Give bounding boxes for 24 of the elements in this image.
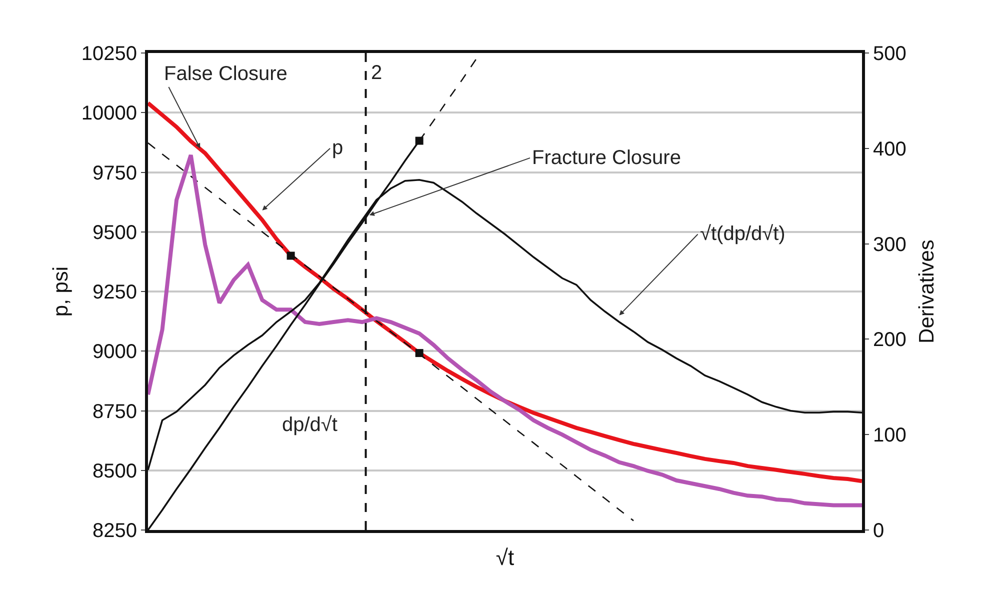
y2-tick-label: 300 [873,234,906,256]
y-tick-label: 9250 [92,282,137,304]
y-tick-label: 8500 [92,460,137,482]
y2-axis-title: Derivatives [916,240,939,344]
y-tick-label: 8750 [92,400,137,423]
annotation: 2 [371,62,382,84]
y2-tick-label: 500 [873,43,906,65]
y-tick-label: 10250 [81,43,137,65]
annotation: dp/d√t [282,414,338,436]
y2-tick-label: 200 [873,329,906,352]
y-tick-label: 9750 [92,162,137,184]
annotation: √t(dp/d√t) [700,223,786,245]
y-tick-label: 8250 [92,520,137,542]
annotation: False Closure [164,63,288,85]
y2-tick-label: 0 [873,520,884,542]
annotation: Fracture Closure [532,147,681,169]
x-axis-title: √t [496,544,514,570]
y2-tick-label: 400 [873,138,906,160]
annotation: p [332,137,344,159]
y-tick-label: 9500 [92,222,137,244]
y-tick-label: 9000 [92,341,137,364]
y-axis-title: p, psi [50,266,73,317]
y2-tick-label: 100 [873,424,906,447]
y-tick-label: 10000 [81,102,137,125]
